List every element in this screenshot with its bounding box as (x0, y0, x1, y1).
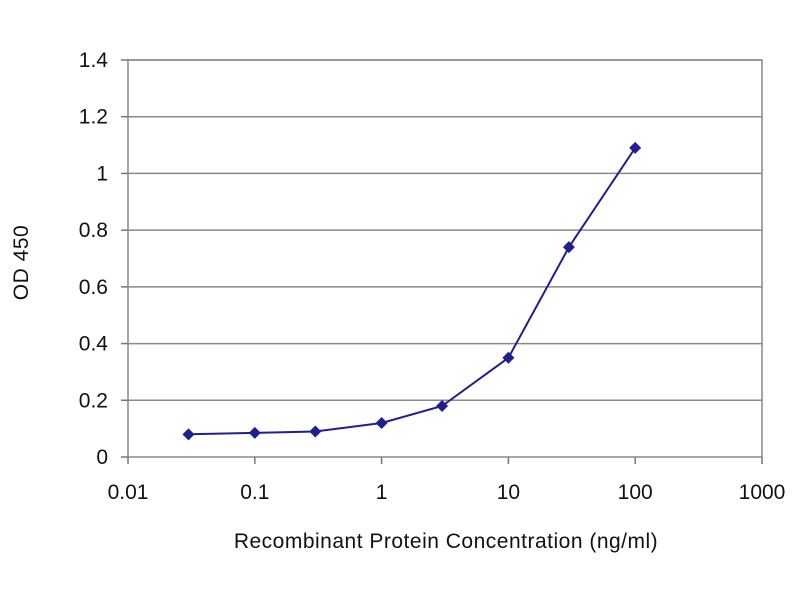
gridlines (128, 59, 762, 402)
y-tick-label: 0.6 (79, 276, 108, 299)
y-tick-label: 0.8 (79, 219, 108, 242)
y-axis-title: OD 450 (10, 225, 33, 300)
data-point-marker (182, 428, 195, 441)
data-point-marker (562, 241, 575, 254)
y-tick-label: 1 (96, 162, 108, 185)
data-point-marker (248, 426, 261, 439)
data-point-marker (436, 399, 449, 412)
data-point-marker (502, 351, 515, 364)
y-tick-label: 1.4 (79, 49, 109, 72)
y-tick-label: 1.2 (79, 106, 108, 129)
y-tick-label: 0.2 (79, 389, 108, 412)
x-tick-label: 1000 (739, 481, 786, 504)
x-tick-label: 10 (497, 481, 520, 504)
x-tick-label: 0.01 (108, 481, 149, 504)
x-tick-label: 0.1 (240, 481, 269, 504)
y-tick-label: 0.4 (79, 333, 109, 356)
data-point-marker (375, 416, 388, 429)
series-layer (182, 141, 642, 441)
series-line (188, 147, 637, 436)
data-point-marker (309, 425, 322, 438)
plot-area-frame (127, 59, 763, 458)
y-tick-label: 0 (96, 446, 108, 469)
x-tick-label: 1 (376, 481, 388, 504)
y-axis: 0 0.2 0.4 0.6 0.8 1 1.2 1.4 (79, 49, 128, 469)
x-tick-label: 100 (618, 481, 653, 504)
x-axis: 0.01 0.1 1 10 100 1000 (108, 457, 786, 504)
x-axis-title: Recombinant Protein Concentration (ng/ml… (234, 530, 658, 553)
data-point-marker (629, 141, 642, 154)
